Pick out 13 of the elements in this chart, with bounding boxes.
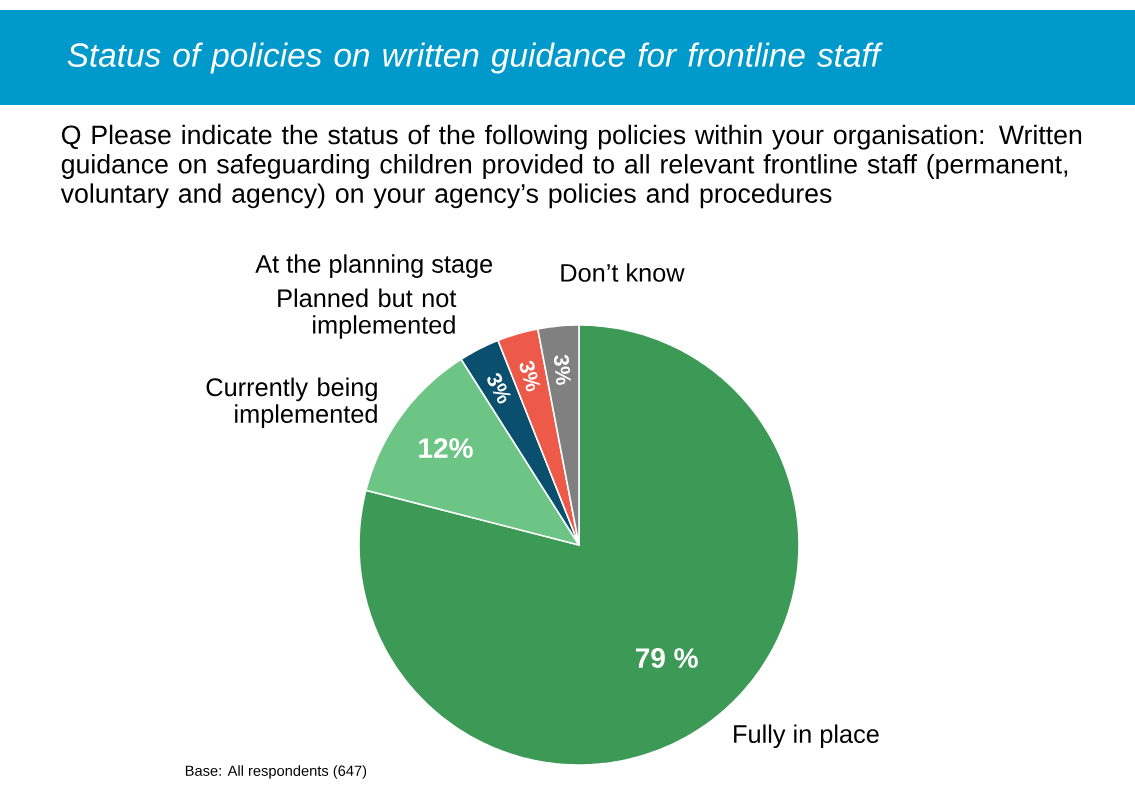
text: Base: All respondents (647) [185, 765, 367, 779]
slice-label: Fully in place [734, 724, 879, 749]
data-label: 12% [419, 438, 473, 458]
data-label: 3% [487, 373, 512, 404]
slice-label: At the planning stage [255, 254, 493, 278]
data-label: 3% [553, 354, 571, 385]
chart-title: Status of policies on written guidance for frontline staff [67, 42, 883, 74]
data-label: 3% [519, 360, 541, 392]
slice-label: Currently being implemented [206, 377, 377, 428]
data-label: 79 % [635, 648, 698, 668]
slice-label: Planned but not implemented [278, 288, 457, 339]
chart-subtitle: Q Please indicate the status of the following policies within your organisation: Written guidance on safeguarding children provided to all relevant frontline staff (permanent, voluntary and agency) on your agency’s policies and procedures [60, 124, 1082, 209]
slice-label: Don’t know [561, 263, 685, 282]
